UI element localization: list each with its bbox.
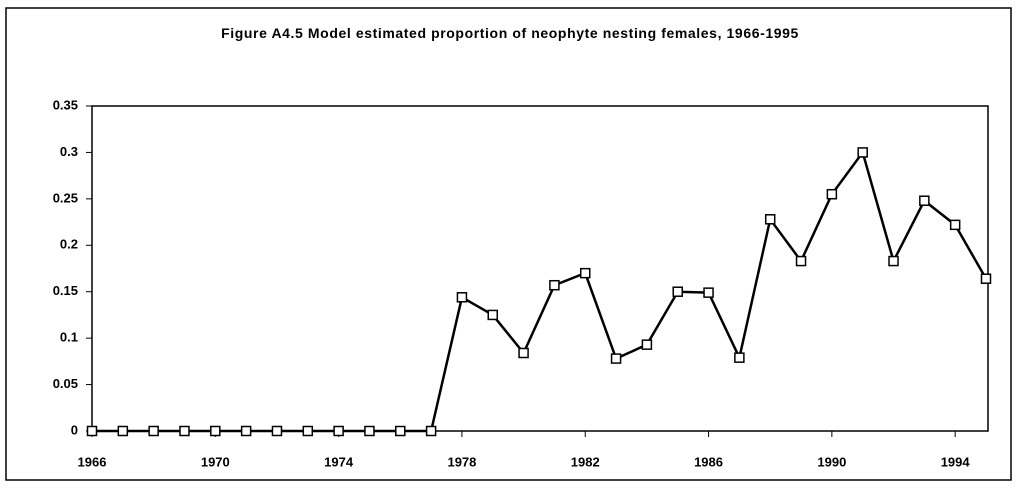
point	[271, 425, 283, 437]
x-tick-label: 1974	[324, 454, 354, 469]
point	[857, 147, 868, 158]
x-tick-label: 1994	[941, 454, 971, 469]
point	[487, 309, 499, 321]
y-tick-label: 0.35	[53, 97, 78, 112]
point	[425, 425, 437, 437]
point	[210, 425, 221, 437]
x-tick-label: 1966	[78, 454, 107, 469]
point	[364, 425, 375, 437]
y-tick-label: 0.15	[53, 283, 78, 298]
point	[641, 339, 653, 350]
point	[672, 286, 683, 297]
y-tick-label: 0.05	[53, 376, 78, 391]
point	[117, 425, 129, 437]
point	[240, 425, 252, 437]
point	[333, 425, 344, 437]
chart-title: Figure A4.5 Model estimated proportion o…	[221, 25, 799, 41]
x-tick-label: 1970	[201, 454, 230, 469]
x-tick-label: 1978	[447, 454, 476, 469]
point	[395, 425, 406, 437]
x-tick-label: 1986	[694, 454, 723, 469]
point	[734, 352, 745, 363]
y-tick-label: 0.3	[60, 144, 78, 159]
x-tick-label: 1990	[817, 454, 846, 469]
point	[919, 195, 930, 206]
point	[148, 425, 159, 437]
chart-frame	[5, 7, 1012, 481]
y-tick-label: 0	[71, 422, 78, 437]
y-tick-label: 0.25	[53, 190, 78, 205]
point	[795, 255, 807, 267]
point	[980, 273, 992, 284]
point	[86, 425, 98, 437]
point	[518, 347, 529, 359]
point	[888, 255, 899, 267]
point	[703, 287, 714, 298]
point	[764, 214, 776, 225]
point	[549, 279, 560, 291]
point	[456, 292, 468, 303]
line	[92, 149, 988, 433]
y-tick-label: 0.1	[60, 330, 78, 345]
point	[826, 188, 838, 200]
point	[610, 353, 622, 364]
point	[579, 267, 591, 279]
y-tick-label: 0.2	[60, 237, 78, 252]
point	[949, 219, 961, 231]
point	[302, 425, 314, 437]
x-tick-label: 1982	[571, 454, 600, 469]
point	[179, 425, 190, 437]
plot-frame	[91, 105, 989, 432]
